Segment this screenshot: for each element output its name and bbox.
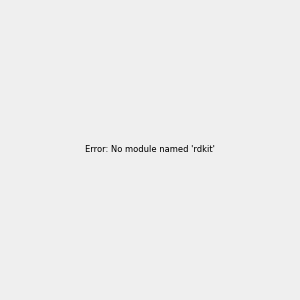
Text: Error: No module named 'rdkit': Error: No module named 'rdkit'	[85, 146, 215, 154]
